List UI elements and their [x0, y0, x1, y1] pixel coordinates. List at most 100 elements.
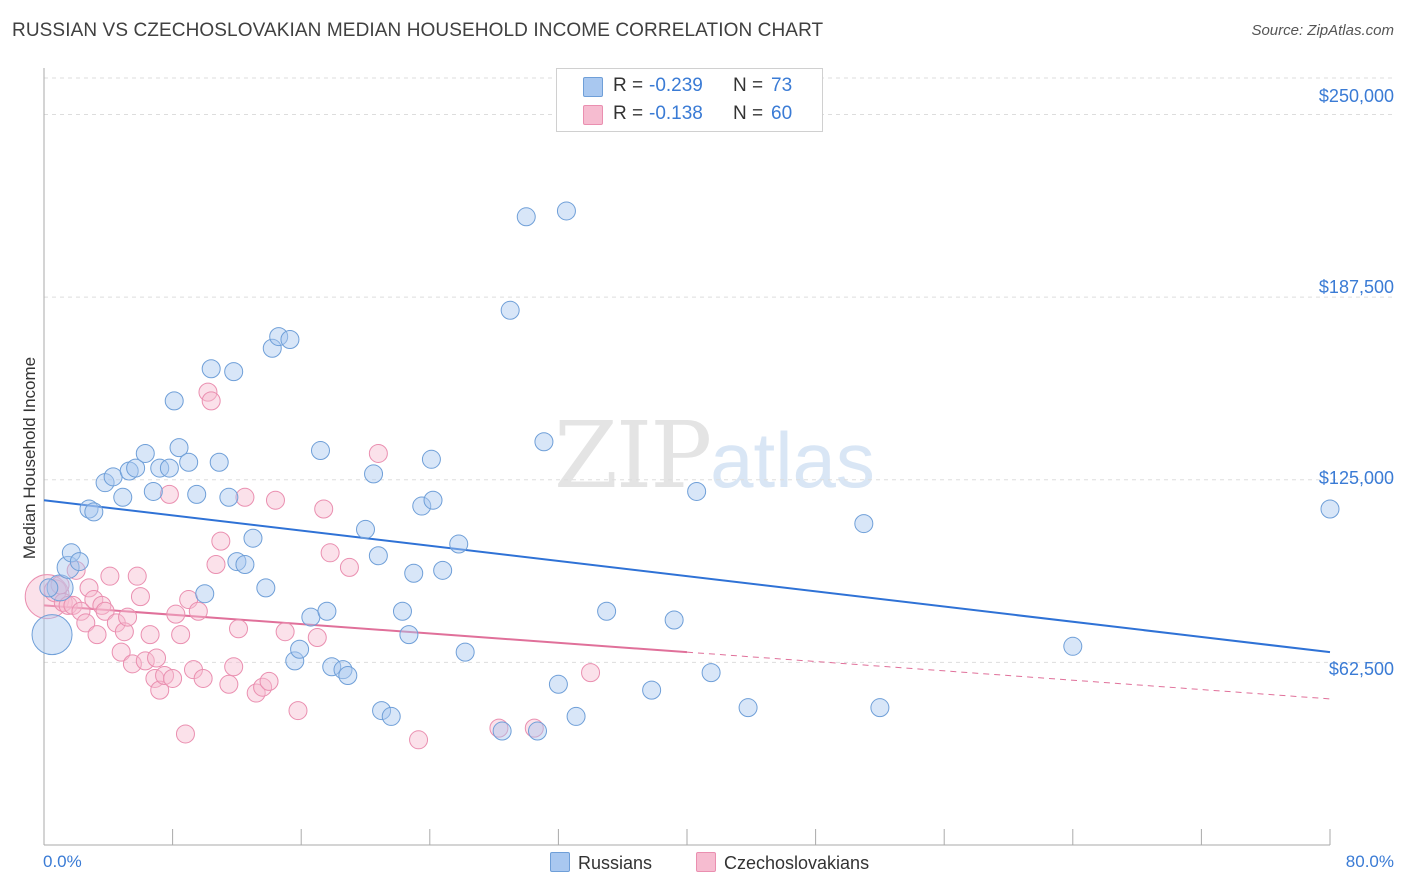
russians-point: [103, 467, 123, 487]
x-axis-max-label: 80.0%: [1345, 852, 1394, 871]
r-label: R =: [613, 103, 644, 124]
russians-point: [356, 519, 375, 539]
russians-point: [368, 546, 388, 566]
russians-point: [399, 625, 419, 645]
czechoslovakians-point: [224, 657, 244, 677]
watermark-zip: ZIP: [554, 402, 712, 509]
russians-point: [701, 663, 721, 683]
czechoslovakians-point: [95, 601, 115, 621]
n-value: 60: [771, 103, 793, 124]
russians-point: [269, 327, 289, 347]
czechoslovakians-point: [163, 668, 183, 688]
czechoslovakians-point: [175, 724, 195, 744]
czechoslovakians-point: [193, 668, 213, 688]
y-tick-label: $250,000: [1318, 86, 1394, 106]
russians-point: [135, 443, 155, 463]
czechoslovakians-point: [147, 648, 167, 668]
czechoslovakians-point: [320, 543, 340, 563]
russians-point: [164, 391, 184, 411]
russians-point: [224, 362, 244, 382]
russians-point: [664, 610, 684, 630]
trend-lines: [43, 499, 1331, 700]
russians-legend-swatch: [550, 852, 570, 872]
russians-point: [235, 554, 255, 574]
czechoslovakians-point: [71, 601, 91, 621]
czechoslovakians-point: [524, 718, 544, 738]
russians-point: [455, 642, 475, 662]
russians-point: [169, 438, 189, 458]
russians-point: [84, 502, 104, 522]
russians-point: [310, 441, 330, 461]
russians-point: [150, 458, 170, 478]
czechoslovakians-swatch: [583, 105, 603, 125]
bottom-legend-czechoslovakians: Czechoslovakians: [696, 852, 869, 874]
russians-point: [381, 706, 401, 726]
russians-point: [500, 300, 520, 320]
y-axis-label: Median Household Income: [20, 356, 39, 560]
russians-point: [280, 330, 300, 350]
russians-point: [256, 578, 276, 598]
n-label: N =: [733, 75, 764, 96]
czechoslovakians-point: [307, 628, 327, 648]
czechoslovakians-point: [79, 578, 99, 598]
axes: [43, 68, 1331, 846]
russians-point: [39, 578, 59, 598]
czechoslovakians-point: [188, 601, 208, 621]
czechoslovakians-point: [166, 604, 186, 624]
czechoslovakians-point: [211, 531, 231, 551]
russians-swatch: [583, 77, 603, 97]
russians-point: [528, 721, 548, 741]
russians-point: [317, 601, 337, 621]
czechoslovakians-point: [314, 499, 334, 519]
czechoslovakians-point: [275, 622, 295, 642]
czechoslovakians-point: [265, 490, 285, 510]
czechoslovakians-point: [140, 625, 160, 645]
czechoslovakians-trend-extension: [686, 651, 1331, 700]
legend-row-czechoslovakians: R = -0.138 N = 60: [557, 101, 822, 129]
russians-point: [534, 432, 554, 452]
russians-point: [738, 698, 758, 718]
czechoslovakians-point: [206, 554, 226, 574]
russians-point: [392, 601, 412, 621]
czechoslovakians-point: [76, 613, 96, 633]
russians-legend-label: Russians: [578, 853, 653, 873]
russians-points: [31, 201, 1340, 741]
n-value: 73: [771, 75, 793, 96]
czechoslovakians-point: [489, 718, 509, 738]
russians-point: [412, 496, 432, 516]
grid-lines: [44, 77, 1394, 663]
russians-point: [31, 614, 73, 656]
czechoslovakians-point: [368, 443, 388, 463]
russians-point: [262, 338, 282, 358]
russians-point: [364, 464, 384, 484]
y-tick-label: $62,500: [1328, 659, 1394, 679]
x-axis-min-label: 0.0%: [43, 852, 82, 871]
russians-point: [516, 207, 536, 227]
russians-point: [290, 639, 310, 659]
czechoslovakians-trend-line: [43, 604, 688, 654]
russians-point: [69, 552, 89, 572]
russians-point: [854, 514, 874, 534]
czechoslovakians-point: [111, 642, 131, 662]
czechoslovakians-point: [92, 595, 112, 615]
russians-point: [687, 481, 707, 501]
czechoslovakians-legend-swatch: [696, 852, 716, 872]
czechoslovakians-point: [201, 391, 221, 411]
czechoslovakians-point: [171, 625, 191, 645]
czechoslovakians-legend-label: Czechoslovakians: [724, 853, 870, 873]
russians-point: [187, 484, 207, 504]
czechoslovakians-point: [130, 587, 150, 607]
czechoslovakians-point: [87, 625, 107, 645]
czechoslovakians-point: [159, 484, 179, 504]
russians-point: [556, 201, 576, 221]
watermark: ZIPatlas: [554, 402, 875, 509]
russians-point: [372, 701, 392, 721]
russians-point: [642, 680, 662, 700]
r-value: -0.138: [649, 103, 703, 124]
czechoslovakians-point: [339, 557, 359, 577]
russians-trend-line: [43, 499, 1331, 654]
czechoslovakians-point: [122, 654, 142, 674]
russians-point: [179, 452, 199, 472]
czechoslovakians-point: [259, 671, 279, 691]
